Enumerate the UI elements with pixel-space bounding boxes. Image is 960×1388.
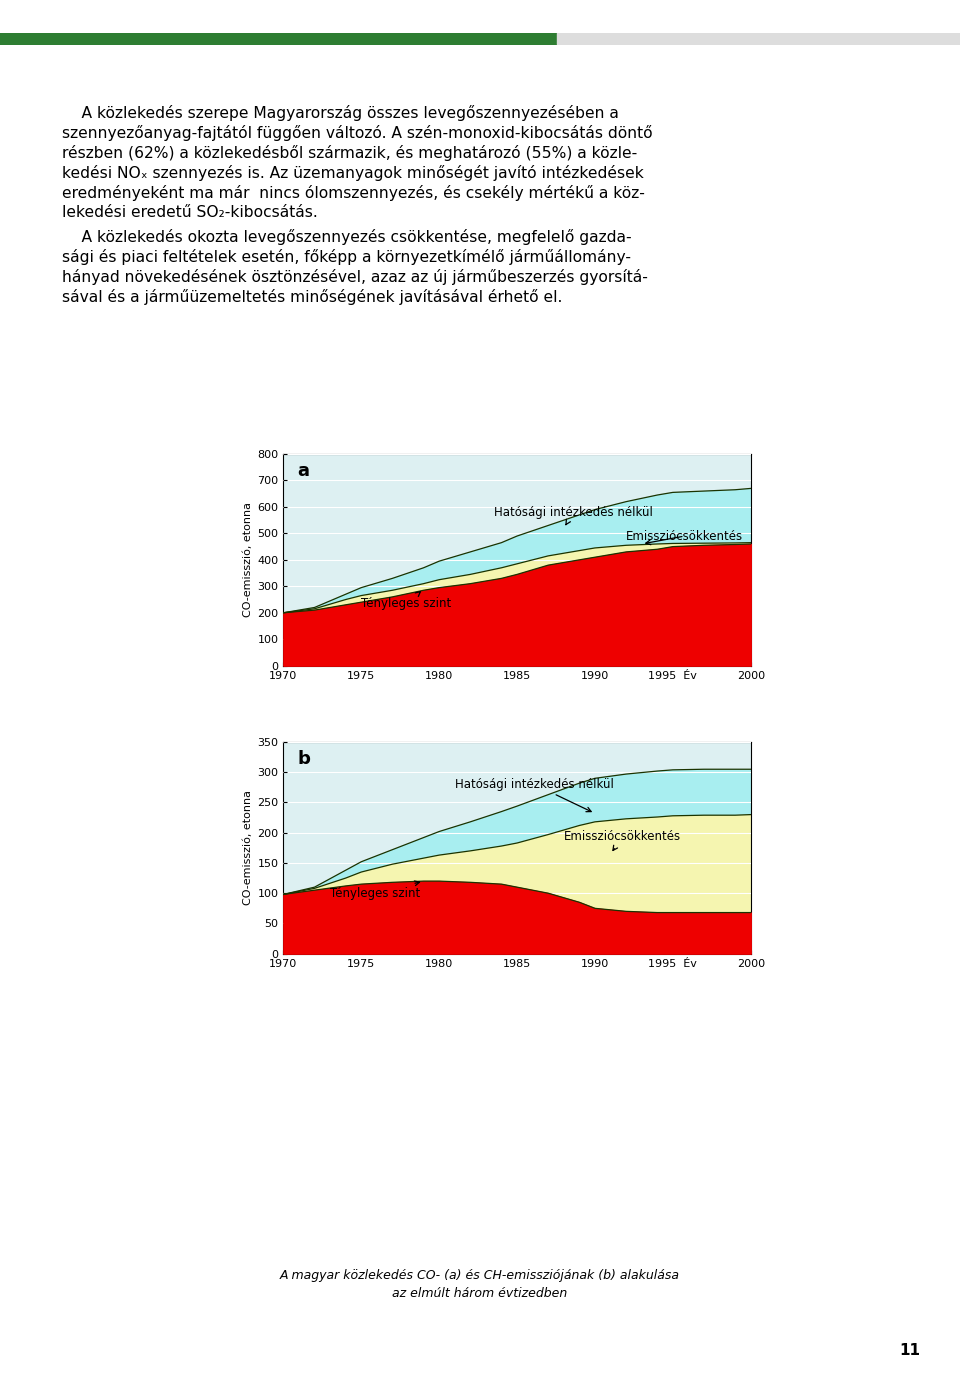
Text: hányad növekedésének ösztönzésével, azaz az új járműbeszerzés gyorsítá-: hányad növekedésének ösztönzésével, azaz…: [62, 269, 648, 285]
Text: Tényleges szint: Tényleges szint: [361, 591, 451, 609]
Text: A közlekedés okozta levegőszennyezés csökkentése, megfelelő gazda-: A közlekedés okozta levegőszennyezés csö…: [62, 229, 632, 246]
Text: b: b: [298, 751, 310, 769]
Text: sával és a járműüzemeltetés minőségének javításával érhető el.: sával és a járműüzemeltetés minőségének …: [62, 289, 563, 305]
Text: kedési NOₓ szennyezés is. Az üzemanyagok minőségét javító intézkedések: kedési NOₓ szennyezés is. Az üzemanyagok…: [62, 165, 644, 180]
Text: A magyar közlekedés CO- (a) és CH-emissziójának (b) alakulása
az elmúlt három év: A magyar közlekedés CO- (a) és CH-emissz…: [280, 1269, 680, 1301]
Text: 11: 11: [899, 1344, 920, 1357]
Text: Emissziócsökkentés: Emissziócsökkentés: [564, 830, 681, 851]
Text: lekedési eredetű SO₂-kibocsátás.: lekedési eredetű SO₂-kibocsátás.: [62, 205, 318, 221]
Text: Tényleges szint: Tényleges szint: [330, 881, 420, 899]
Text: A közlekedés szerepe Magyarország összes levegőszennyezésében a: A közlekedés szerepe Magyarország összes…: [62, 105, 619, 121]
Y-axis label: CO-emisszió, etonna: CO-emisszió, etonna: [243, 790, 253, 905]
Text: a: a: [298, 462, 309, 480]
Text: Hatósági intézkedés nélkül: Hatósági intézkedés nélkül: [493, 507, 653, 525]
Text: részben (62%) a közlekedésből származik, és meghatározó (55%) a közle-: részben (62%) a közlekedésből származik,…: [62, 144, 637, 161]
Text: sági és piaci feltételek esetén, főképp a környezetkímélő járműállomány-: sági és piaci feltételek esetén, főképp …: [62, 248, 631, 265]
Text: eredményeként ma már  nincs ólomszennyezés, és csekély mértékű a köz-: eredményeként ma már nincs ólomszennyezé…: [62, 185, 645, 201]
Text: Hatósági intézkedés nélkül: Hatósági intézkedés nélkül: [455, 777, 613, 812]
Text: szennyezőanyag-fajtától függően változó. A szén-monoxid-kibocsátás döntő: szennyezőanyag-fajtától függően változó.…: [62, 125, 653, 142]
Text: Emissziócsökkentés: Emissziócsökkentés: [626, 530, 743, 544]
Y-axis label: CO-emisszió, etonna: CO-emisszió, etonna: [243, 502, 253, 618]
